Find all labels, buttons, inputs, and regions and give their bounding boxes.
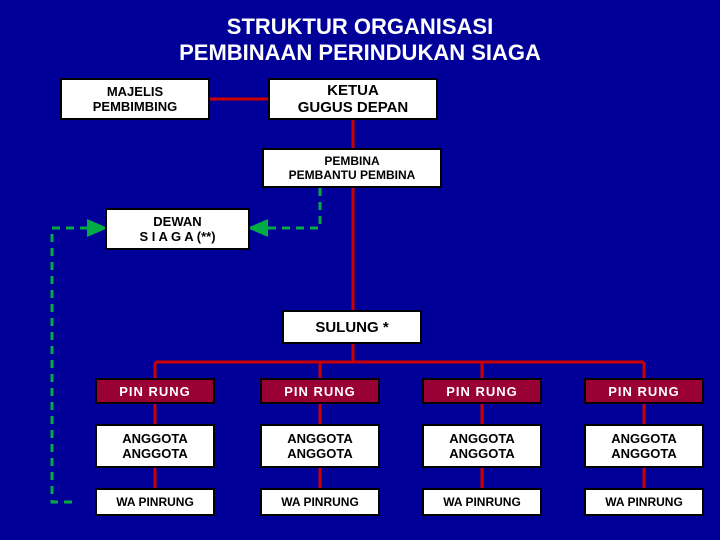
pinrung-2: PIN RUNG xyxy=(422,378,542,404)
pinrung-3: PIN RUNG xyxy=(584,378,704,404)
anggota-2-l1: ANGGOTA xyxy=(449,431,514,446)
anggota-3-l2: ANGGOTA xyxy=(611,446,676,461)
anggota-0-l2: ANGGOTA xyxy=(122,446,187,461)
pembina-l1: PEMBINA xyxy=(324,154,379,168)
ketua-l1: KETUA xyxy=(327,82,379,99)
dewan-l2: S I A G A (**) xyxy=(139,229,215,244)
title-line2: PEMBINAAN PERINDUKAN SIAGA xyxy=(179,40,541,65)
anggota-1-l1: ANGGOTA xyxy=(287,431,352,446)
majelis-l1: MAJELIS xyxy=(107,84,163,99)
majelis-l2: PEMBIMBING xyxy=(93,99,178,114)
title-line1: STRUKTUR ORGANISASI xyxy=(227,14,493,39)
wapinrung-3-label: WA PINRUNG xyxy=(605,495,683,509)
anggota-1-l2: ANGGOTA xyxy=(287,446,352,461)
pinrung-3-label: PIN RUNG xyxy=(608,384,680,399)
box-majelis: MAJELIS PEMBIMBING xyxy=(60,78,210,120)
anggota-3: ANGGOTA ANGGOTA xyxy=(584,424,704,468)
anggota-0: ANGGOTA ANGGOTA xyxy=(95,424,215,468)
anggota-1: ANGGOTA ANGGOTA xyxy=(260,424,380,468)
box-pembina: PEMBINA PEMBANTU PEMBINA xyxy=(262,148,442,188)
anggota-0-l1: ANGGOTA xyxy=(122,431,187,446)
pinrung-0: PIN RUNG xyxy=(95,378,215,404)
pinrung-0-label: PIN RUNG xyxy=(119,384,191,399)
wapinrung-0-label: WA PINRUNG xyxy=(116,495,194,509)
box-sulung: SULUNG * xyxy=(282,310,422,344)
anggota-2-l2: ANGGOTA xyxy=(449,446,514,461)
wapinrung-1: WA PINRUNG xyxy=(260,488,380,516)
box-ketua: KETUA GUGUS DEPAN xyxy=(268,78,438,120)
wapinrung-3: WA PINRUNG xyxy=(584,488,704,516)
dewan-l1: DEWAN xyxy=(153,214,201,229)
pinrung-1: PIN RUNG xyxy=(260,378,380,404)
box-dewan: DEWAN S I A G A (**) xyxy=(105,208,250,250)
ketua-l2: GUGUS DEPAN xyxy=(298,99,409,116)
wapinrung-2: WA PINRUNG xyxy=(422,488,542,516)
wapinrung-1-label: WA PINRUNG xyxy=(281,495,359,509)
pinrung-2-label: PIN RUNG xyxy=(446,384,518,399)
anggota-3-l1: ANGGOTA xyxy=(611,431,676,446)
wapinrung-0: WA PINRUNG xyxy=(95,488,215,516)
page-title: STRUKTUR ORGANISASI PEMBINAAN PERINDUKAN… xyxy=(0,14,720,66)
sulung-l1: SULUNG * xyxy=(315,319,388,336)
wapinrung-2-label: WA PINRUNG xyxy=(443,495,521,509)
pembina-l2: PEMBANTU PEMBINA xyxy=(289,168,416,182)
anggota-2: ANGGOTA ANGGOTA xyxy=(422,424,542,468)
pinrung-1-label: PIN RUNG xyxy=(284,384,356,399)
